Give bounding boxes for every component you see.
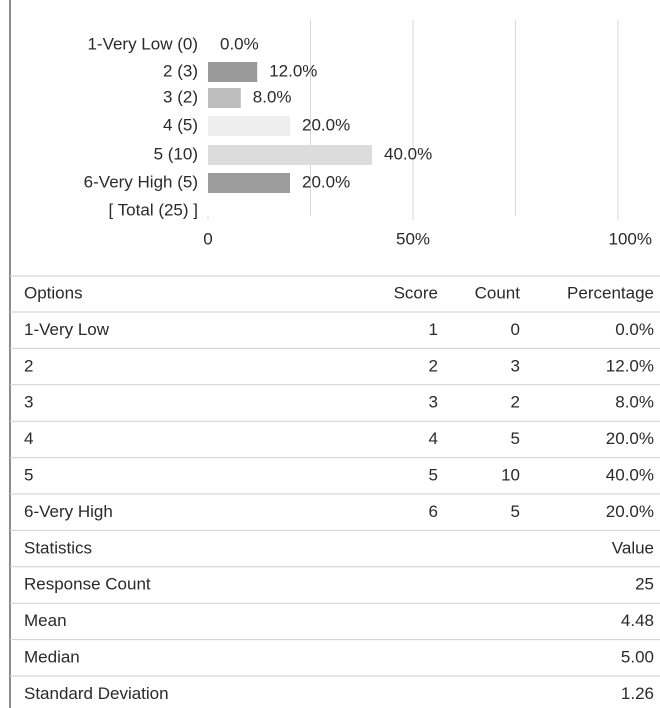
value-label: 0.0% [220,34,259,53]
table-cell: 5 [511,502,520,521]
table-cell: 1.26 [621,684,654,703]
table-cell: 2 [24,356,33,375]
table-cell: 2 [429,356,438,375]
table-cell: 3 [511,356,520,375]
table-cell: 0.0% [615,320,654,339]
table-cell: Options [24,283,83,302]
table-cell: 20.0% [606,429,654,448]
table-cell: 5 [429,465,438,484]
bar [208,88,241,108]
value-label: 40.0% [384,144,432,163]
category-label: 3 (2) [163,87,198,106]
table-cell: 1 [429,320,438,339]
table-cell: 6 [429,502,438,521]
table-cell: 0 [511,320,520,339]
table-cell: 40.0% [606,465,654,484]
table-cell: 6-Very High [24,502,113,521]
x-tick-label: 100% [609,229,652,248]
table-cell: Score [394,283,438,302]
value-label: 20.0% [302,115,350,134]
table-cell: 20.0% [606,502,654,521]
x-tick-label: 50% [396,229,430,248]
value-label: 8.0% [253,87,292,106]
table-cell: Standard Deviation [24,684,169,703]
category-label: 4 (5) [163,115,198,134]
table-cell: Mean [24,611,67,630]
table-cell: 3 [24,393,33,412]
bar [208,145,372,165]
table-cell: 25 [635,575,654,594]
category-label: 6-Very High (5) [84,172,198,191]
table-cell: 4.48 [621,611,654,630]
table-cell: 8.0% [615,393,654,412]
table-cell: 5.00 [621,647,654,666]
table-cell: 2 [511,393,520,412]
value-label: 20.0% [302,172,350,191]
table-cell: 1-Very Low [24,320,110,339]
table-cell: Percentage [567,283,654,302]
total-label: [ Total (25) ] [109,200,198,219]
category-label: 2 (3) [163,61,198,80]
table-cell: 4 [24,429,33,448]
category-label: 5 (10) [154,144,198,163]
table-cell: Count [475,283,521,302]
table-cell: 12.0% [606,356,654,375]
category-label: 1-Very Low (0) [87,34,198,53]
bar [208,116,290,136]
table-cell: 4 [429,429,438,448]
table-cell: 10 [501,465,520,484]
table-cell: 5 [511,429,520,448]
table-cell: 5 [24,465,33,484]
table-cell: Median [24,647,80,666]
bar [208,62,258,82]
table-cell: Response Count [24,575,151,594]
table-cell: Statistics [24,538,92,557]
table-cell: Value [612,538,654,557]
bar [208,173,290,193]
x-tick-label: 0 [203,229,212,248]
value-label: 12.0% [269,61,317,80]
table-cell: 3 [429,393,438,412]
